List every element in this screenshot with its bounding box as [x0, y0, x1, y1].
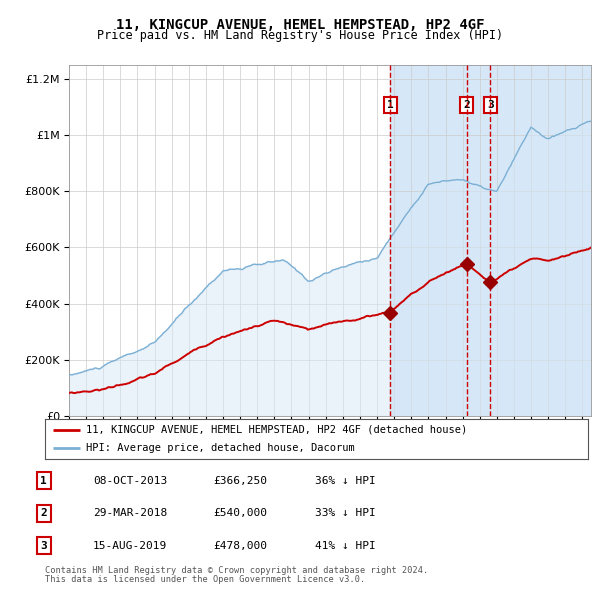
Text: £478,000: £478,000	[213, 541, 267, 550]
Text: 1: 1	[387, 100, 394, 110]
Text: £366,250: £366,250	[213, 476, 267, 486]
Text: 3: 3	[487, 100, 494, 110]
Text: 29-MAR-2018: 29-MAR-2018	[93, 509, 167, 518]
Text: 3: 3	[40, 541, 47, 550]
Text: 08-OCT-2013: 08-OCT-2013	[93, 476, 167, 486]
Text: 15-AUG-2019: 15-AUG-2019	[93, 541, 167, 550]
Text: Contains HM Land Registry data © Crown copyright and database right 2024.: Contains HM Land Registry data © Crown c…	[45, 566, 428, 575]
Bar	[390, 65, 591, 416]
Text: 11, KINGCUP AVENUE, HEMEL HEMPSTEAD, HP2 4GF (detached house): 11, KINGCUP AVENUE, HEMEL HEMPSTEAD, HP2…	[86, 425, 467, 435]
Text: 41% ↓ HPI: 41% ↓ HPI	[315, 541, 376, 550]
Text: Price paid vs. HM Land Registry's House Price Index (HPI): Price paid vs. HM Land Registry's House …	[97, 30, 503, 42]
Text: 2: 2	[463, 100, 470, 110]
Text: £540,000: £540,000	[213, 509, 267, 518]
Text: 36% ↓ HPI: 36% ↓ HPI	[315, 476, 376, 486]
Text: 1: 1	[40, 476, 47, 486]
Text: 11, KINGCUP AVENUE, HEMEL HEMPSTEAD, HP2 4GF: 11, KINGCUP AVENUE, HEMEL HEMPSTEAD, HP2…	[116, 18, 484, 32]
Text: 33% ↓ HPI: 33% ↓ HPI	[315, 509, 376, 518]
Text: This data is licensed under the Open Government Licence v3.0.: This data is licensed under the Open Gov…	[45, 575, 365, 584]
Text: HPI: Average price, detached house, Dacorum: HPI: Average price, detached house, Daco…	[86, 443, 355, 453]
Text: 2: 2	[40, 509, 47, 518]
